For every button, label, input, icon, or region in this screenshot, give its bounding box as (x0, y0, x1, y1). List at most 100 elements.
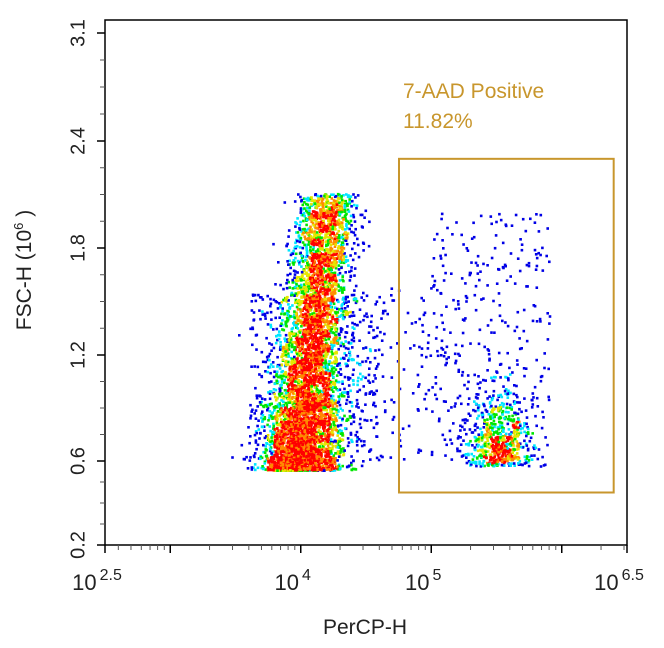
event-point (308, 419, 311, 423)
event-point (327, 419, 331, 423)
event-point (295, 429, 298, 433)
event-point (314, 226, 317, 230)
event-point (307, 212, 310, 215)
event-point (341, 246, 344, 249)
event-point (327, 337, 331, 341)
event-point (340, 235, 344, 239)
event-point (342, 345, 346, 348)
event-point (290, 384, 294, 388)
event-point (335, 336, 338, 339)
event-point (319, 239, 323, 242)
event-point (330, 287, 333, 291)
event-point (332, 372, 335, 375)
event-point (322, 379, 325, 382)
event-point (299, 339, 302, 343)
event-point (343, 209, 347, 212)
event-point (277, 449, 280, 453)
event-point (308, 256, 311, 259)
event-point (325, 369, 328, 373)
event-point (304, 389, 308, 392)
event-point (277, 392, 281, 396)
event-point (292, 332, 296, 336)
event-point (320, 220, 323, 224)
event-point (312, 294, 316, 298)
event-point (335, 250, 338, 253)
event-point (320, 271, 323, 274)
event-point (305, 202, 308, 206)
event-point (336, 441, 340, 445)
event-point (296, 393, 300, 396)
event-point (306, 290, 310, 293)
event-point (279, 283, 282, 287)
event-point (266, 403, 270, 407)
event-point (311, 447, 314, 450)
event-point (309, 350, 313, 354)
event-point (304, 437, 308, 441)
event-point (349, 219, 353, 223)
event-point (266, 423, 269, 427)
event-point (336, 431, 340, 435)
event-point (329, 401, 332, 404)
event-point (353, 289, 356, 292)
event-point (310, 383, 314, 386)
event-point (322, 338, 325, 342)
event-point (320, 363, 323, 366)
event-point (342, 447, 345, 450)
event-point (296, 375, 299, 379)
event-point (305, 271, 308, 274)
event-point (352, 231, 356, 234)
event-point (334, 277, 337, 280)
event-point (351, 321, 354, 325)
event-point (322, 219, 325, 223)
event-point (298, 380, 301, 383)
event-point (296, 354, 300, 358)
event-point (325, 355, 328, 358)
event-point (352, 193, 355, 196)
event-point (270, 318, 273, 321)
event-point (284, 448, 288, 452)
event-point (293, 260, 296, 264)
event-point (357, 255, 361, 259)
event-point (326, 372, 330, 376)
event-point (276, 375, 280, 379)
event-point (331, 249, 334, 253)
event-point (349, 433, 353, 436)
event-point (281, 435, 285, 439)
event-point (319, 371, 322, 374)
event-point (337, 410, 340, 413)
event-point (311, 240, 315, 243)
event-point (341, 233, 345, 237)
event-point (269, 363, 273, 366)
event-point (333, 219, 337, 223)
event-point (326, 290, 329, 294)
event-point (335, 411, 338, 414)
event-point (297, 408, 301, 411)
event-point (330, 197, 334, 200)
event-point (300, 437, 303, 440)
event-point (295, 341, 299, 345)
event-point (306, 313, 310, 316)
event-point (340, 266, 343, 270)
event-point (321, 239, 324, 243)
event-point (238, 334, 241, 337)
event-point (269, 464, 272, 467)
event-point (260, 466, 263, 470)
event-point (334, 215, 337, 218)
event-point (331, 361, 334, 365)
event-point (328, 220, 331, 224)
event-point (325, 335, 329, 338)
event-point (333, 257, 337, 261)
event-point (312, 268, 316, 271)
event-point (330, 331, 333, 334)
event-point (318, 373, 321, 377)
event-point (308, 206, 312, 209)
event-point (296, 439, 300, 443)
event-point (276, 417, 279, 421)
event-point (318, 229, 321, 232)
event-point (295, 231, 298, 234)
event-point (315, 216, 318, 219)
event-point (317, 277, 320, 280)
event-point (300, 375, 304, 378)
event-point (337, 197, 341, 200)
event-point (305, 323, 308, 327)
